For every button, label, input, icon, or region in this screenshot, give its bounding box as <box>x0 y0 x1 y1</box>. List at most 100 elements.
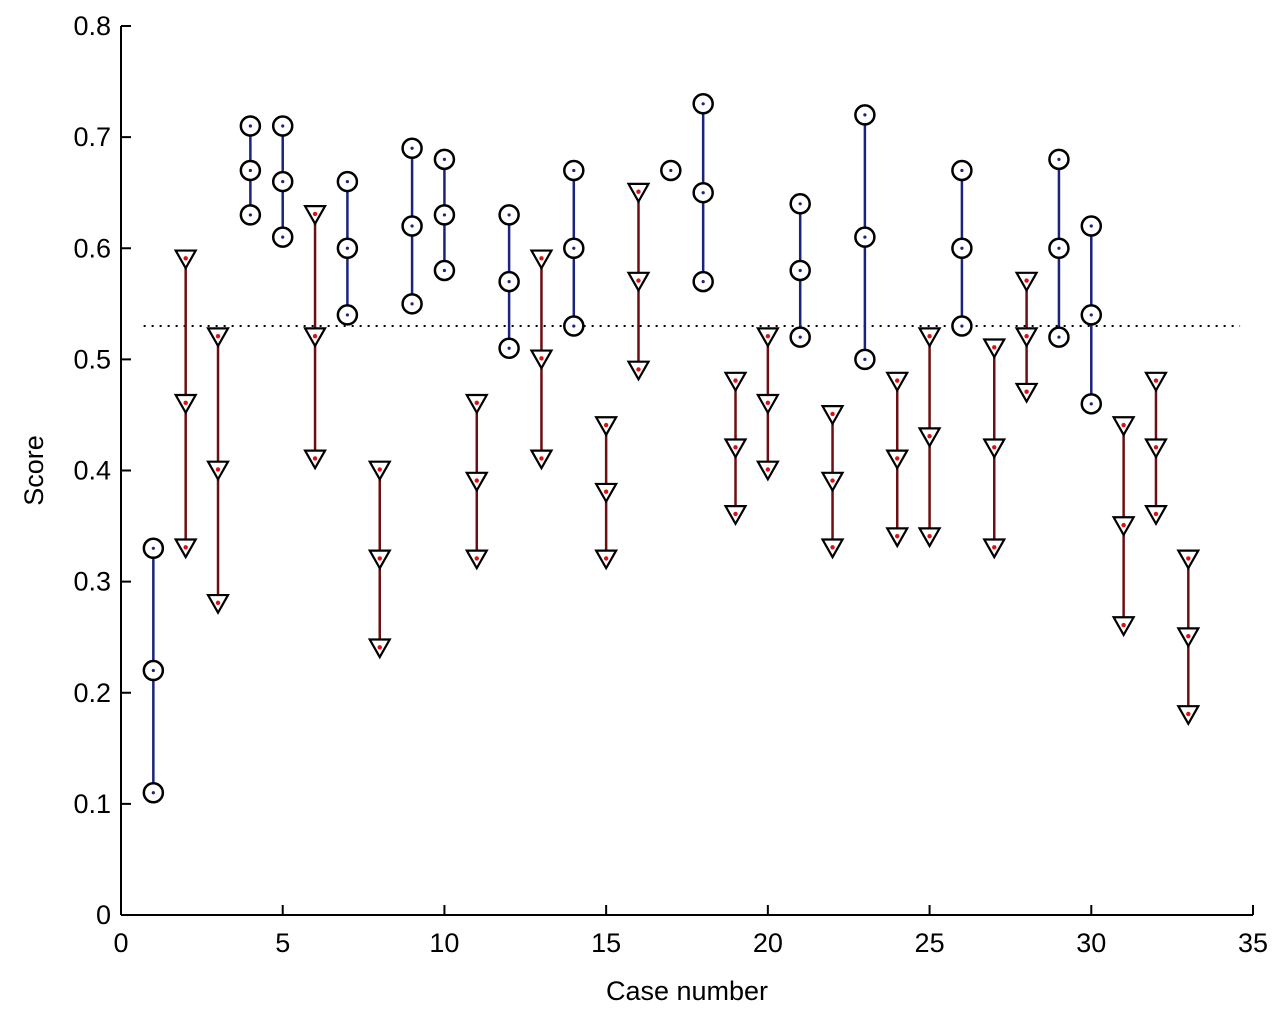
triangle-center-dot <box>927 333 932 339</box>
triangle-center-dot <box>183 256 188 261</box>
circle-case-23 <box>854 104 876 371</box>
y-tick-label: 0.8 <box>73 11 111 41</box>
triangle-center-dot <box>1121 622 1126 628</box>
y-tick-label: 0.3 <box>73 567 111 597</box>
triangle-center-dot <box>539 256 544 261</box>
series-group <box>142 93 1201 804</box>
triangle-center-dot <box>927 433 932 439</box>
triangle-center-dot <box>1121 522 1126 528</box>
triangle-center-dot <box>215 333 221 339</box>
circle-center-dot <box>410 224 414 228</box>
circle-center-dot <box>798 268 802 273</box>
circle-center-dot <box>410 146 414 150</box>
x-tick-label: 10 <box>429 928 459 958</box>
triangle-case-25 <box>917 327 942 549</box>
x-tick-label: 0 <box>113 928 128 958</box>
triangle-case-13 <box>529 249 554 471</box>
circle-case-4 <box>239 115 262 226</box>
triangle-center-dot <box>183 545 188 550</box>
x-tick-label: 30 <box>1076 928 1106 958</box>
tick-labels: 0 0.1 0.2 0.3 0.4 0.5 0.6 0.7 0.8 0 5 10 15 20 25 30 35 <box>73 11 1268 958</box>
triangle-center-dot <box>603 422 609 428</box>
y-axis-title: Score <box>19 435 49 506</box>
triangle-center-dot <box>636 278 641 283</box>
triangle-center-dot <box>992 545 997 550</box>
circle-center-dot <box>863 113 867 117</box>
circle-center-dot <box>151 791 155 795</box>
circle-center-dot <box>345 179 349 184</box>
circle-case-9 <box>401 137 423 315</box>
triangle-center-dot <box>733 378 738 383</box>
triangle-case-32 <box>1144 371 1168 526</box>
circle-case-5 <box>271 115 294 248</box>
circle-case-26 <box>951 159 973 337</box>
y-tick-label: 0.6 <box>73 233 111 263</box>
triangle-center-dot <box>474 400 479 406</box>
triangle-case-15 <box>594 416 619 571</box>
triangle-center-dot <box>1186 711 1191 717</box>
circle-center-dot <box>151 546 155 550</box>
triangle-center-dot <box>312 456 318 461</box>
circle-center-dot <box>442 268 447 273</box>
triangle-center-dot <box>312 211 318 217</box>
circle-center-dot <box>960 168 964 173</box>
triangle-case-3 <box>206 327 230 615</box>
circle-case-17 <box>660 159 682 182</box>
circle-center-dot <box>442 157 447 161</box>
circle-case-18 <box>692 93 714 293</box>
triangle-center-dot <box>992 345 997 350</box>
circle-center-dot <box>248 213 252 217</box>
x-tick-label: 35 <box>1238 928 1268 958</box>
triangle-center-dot <box>539 456 544 461</box>
circle-center-dot <box>281 235 285 239</box>
triangle-center-dot <box>1186 556 1191 561</box>
triangle-center-dot <box>830 545 835 550</box>
triangle-center-dot <box>1153 378 1159 383</box>
triangle-case-19 <box>723 371 748 526</box>
circle-center-dot <box>960 246 964 250</box>
triangle-center-dot <box>895 456 900 461</box>
triangle-case-27 <box>982 338 1007 560</box>
circle-center-dot <box>410 302 414 306</box>
y-tick-label: 0.5 <box>73 344 111 374</box>
triangle-center-dot <box>377 556 382 561</box>
circle-center-dot <box>701 279 705 284</box>
circle-center-dot <box>669 168 673 173</box>
triangle-center-dot <box>1186 633 1191 639</box>
x-tick-label: 25 <box>915 928 945 958</box>
triangle-case-8 <box>367 460 392 660</box>
axes <box>120 25 1254 916</box>
triangle-case-20 <box>755 327 780 482</box>
circle-center-dot <box>863 235 867 239</box>
triangle-center-dot <box>377 645 382 650</box>
triangle-case-6 <box>303 205 327 471</box>
triangle-center-dot <box>603 556 609 561</box>
triangle-case-16 <box>626 182 651 382</box>
circle-center-dot <box>798 335 802 339</box>
triangle-case-11 <box>464 393 489 571</box>
x-tick-label: 5 <box>275 928 290 958</box>
triangle-case-28 <box>1014 271 1039 404</box>
triangle-center-dot <box>733 511 738 517</box>
circle-center-dot <box>151 668 155 673</box>
triangle-case-31 <box>1111 416 1136 638</box>
circle-center-dot <box>248 168 252 173</box>
triangle-center-dot <box>765 333 771 339</box>
y-tick-label: 0.2 <box>73 678 111 708</box>
triangle-center-dot <box>215 600 221 606</box>
circle-case-14 <box>563 159 585 337</box>
triangle-center-dot <box>1121 422 1126 428</box>
circle-center-dot <box>507 213 511 217</box>
circle-center-dot <box>345 313 349 317</box>
circle-center-dot <box>960 324 964 328</box>
circle-case-7 <box>336 170 359 326</box>
y-tick-label: 0.1 <box>73 789 111 819</box>
triangle-center-dot <box>1024 333 1029 339</box>
triangle-center-dot <box>215 467 221 472</box>
circle-center-dot <box>507 346 511 350</box>
triangle-center-dot <box>1024 389 1029 394</box>
circle-center-dot <box>572 168 576 173</box>
